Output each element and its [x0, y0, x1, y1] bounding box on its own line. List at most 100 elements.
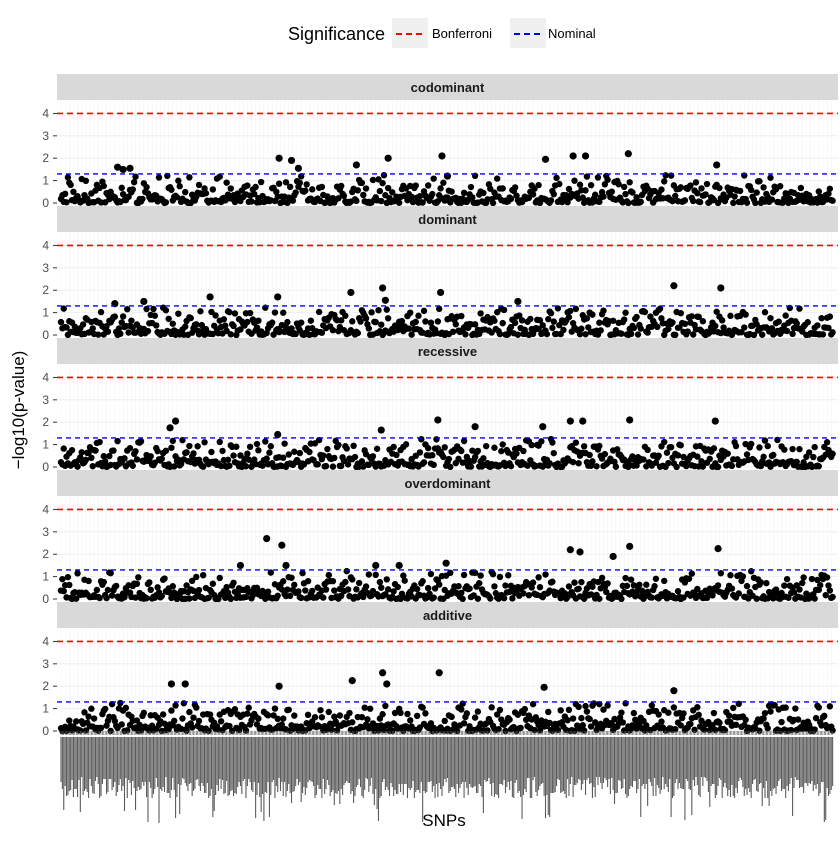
snp-point: [248, 198, 254, 204]
snp-point: [91, 715, 97, 721]
snp-point: [661, 439, 667, 445]
snp-point: [682, 197, 688, 203]
snp-point: [680, 710, 686, 716]
snp-point-highlight: [713, 161, 720, 168]
snp-point-highlight: [438, 152, 445, 159]
snp-point: [613, 464, 619, 470]
snp-point: [635, 331, 641, 337]
snp-point: [378, 198, 384, 204]
snp-point: [596, 443, 602, 449]
y-tick-label: 0: [42, 724, 49, 738]
snp-point: [715, 464, 721, 470]
snp-point: [604, 177, 610, 183]
y-tick-label: 2: [42, 283, 49, 297]
snp-point: [500, 320, 506, 326]
snp-point: [117, 700, 123, 706]
snp-point: [784, 576, 790, 582]
snp-point: [306, 449, 312, 455]
snp-point-highlight: [541, 684, 548, 691]
snp-point-highlight: [570, 152, 577, 159]
snp-point: [356, 580, 362, 586]
snp-point: [446, 456, 452, 462]
snp-point: [512, 320, 518, 326]
snp-point: [810, 454, 816, 460]
snp-point: [661, 178, 667, 184]
snp-point: [548, 197, 554, 203]
snp-point: [132, 448, 138, 454]
snp-point: [247, 310, 253, 316]
y-tick-label: 0: [42, 196, 49, 210]
snp-point: [196, 587, 202, 593]
snp-point: [664, 450, 670, 456]
snp-point: [631, 325, 637, 331]
snp-point: [429, 191, 435, 197]
snp-point: [480, 455, 486, 461]
snp-point: [767, 708, 773, 714]
y-tick-label: 4: [42, 238, 49, 252]
snp-point: [752, 200, 758, 206]
snp-point: [418, 436, 424, 442]
snp-point: [171, 718, 177, 724]
y-tick-label: 2: [42, 679, 49, 693]
snp-point: [73, 718, 79, 724]
snp-point-highlight: [712, 417, 719, 424]
snp-point: [186, 174, 192, 180]
snp-point: [538, 438, 544, 444]
snp-point: [694, 704, 700, 710]
snp-point: [689, 313, 695, 319]
snp-point: [408, 331, 414, 337]
snp-point: [128, 317, 134, 323]
snp-point: [59, 576, 65, 582]
snp-point: [622, 191, 628, 197]
snp-point: [66, 582, 72, 588]
snp-point: [575, 460, 581, 466]
snp-point: [778, 719, 784, 725]
snp-point: [154, 448, 160, 454]
snp-point: [286, 451, 292, 457]
snp-point: [796, 586, 802, 592]
snp-point: [549, 325, 555, 331]
snp-point: [435, 318, 441, 324]
snp-point: [197, 308, 203, 314]
snp-point: [330, 578, 336, 584]
snp-point: [798, 185, 804, 191]
snp-point: [644, 447, 650, 453]
snp-point: [65, 174, 71, 180]
snp-point: [302, 587, 308, 593]
snp-point: [631, 710, 637, 716]
snp-point: [291, 582, 297, 588]
snp-point: [729, 463, 735, 469]
snp-point: [355, 330, 361, 336]
snp-point: [117, 331, 123, 337]
snp-point: [488, 704, 494, 710]
snp-point: [469, 194, 475, 200]
snp-point-highlight: [717, 284, 724, 291]
snp-point: [344, 445, 350, 451]
snp-point: [655, 453, 661, 459]
snp-point-highlight: [166, 424, 173, 431]
snp-point: [305, 712, 311, 718]
snp-point: [381, 172, 387, 178]
snp-point: [651, 583, 657, 589]
snp-point: [618, 709, 624, 715]
snp-point-highlight: [379, 284, 386, 291]
snp-point: [529, 442, 535, 448]
snp-point: [466, 585, 472, 591]
snp-point: [581, 443, 587, 449]
snp-point-highlight: [295, 165, 302, 172]
snp-point: [175, 310, 181, 316]
snp-point: [320, 452, 326, 458]
snp-point: [262, 438, 268, 444]
snp-point: [829, 329, 835, 335]
snp-point: [527, 316, 533, 322]
snp-point: [542, 571, 548, 577]
snp-point: [560, 327, 566, 333]
snp-point: [368, 309, 374, 315]
snp-point: [678, 442, 684, 448]
snp-point: [414, 713, 420, 719]
snp-point: [168, 707, 174, 713]
snp-point: [464, 710, 470, 716]
snp-point: [123, 705, 129, 711]
snp-point: [363, 185, 369, 191]
